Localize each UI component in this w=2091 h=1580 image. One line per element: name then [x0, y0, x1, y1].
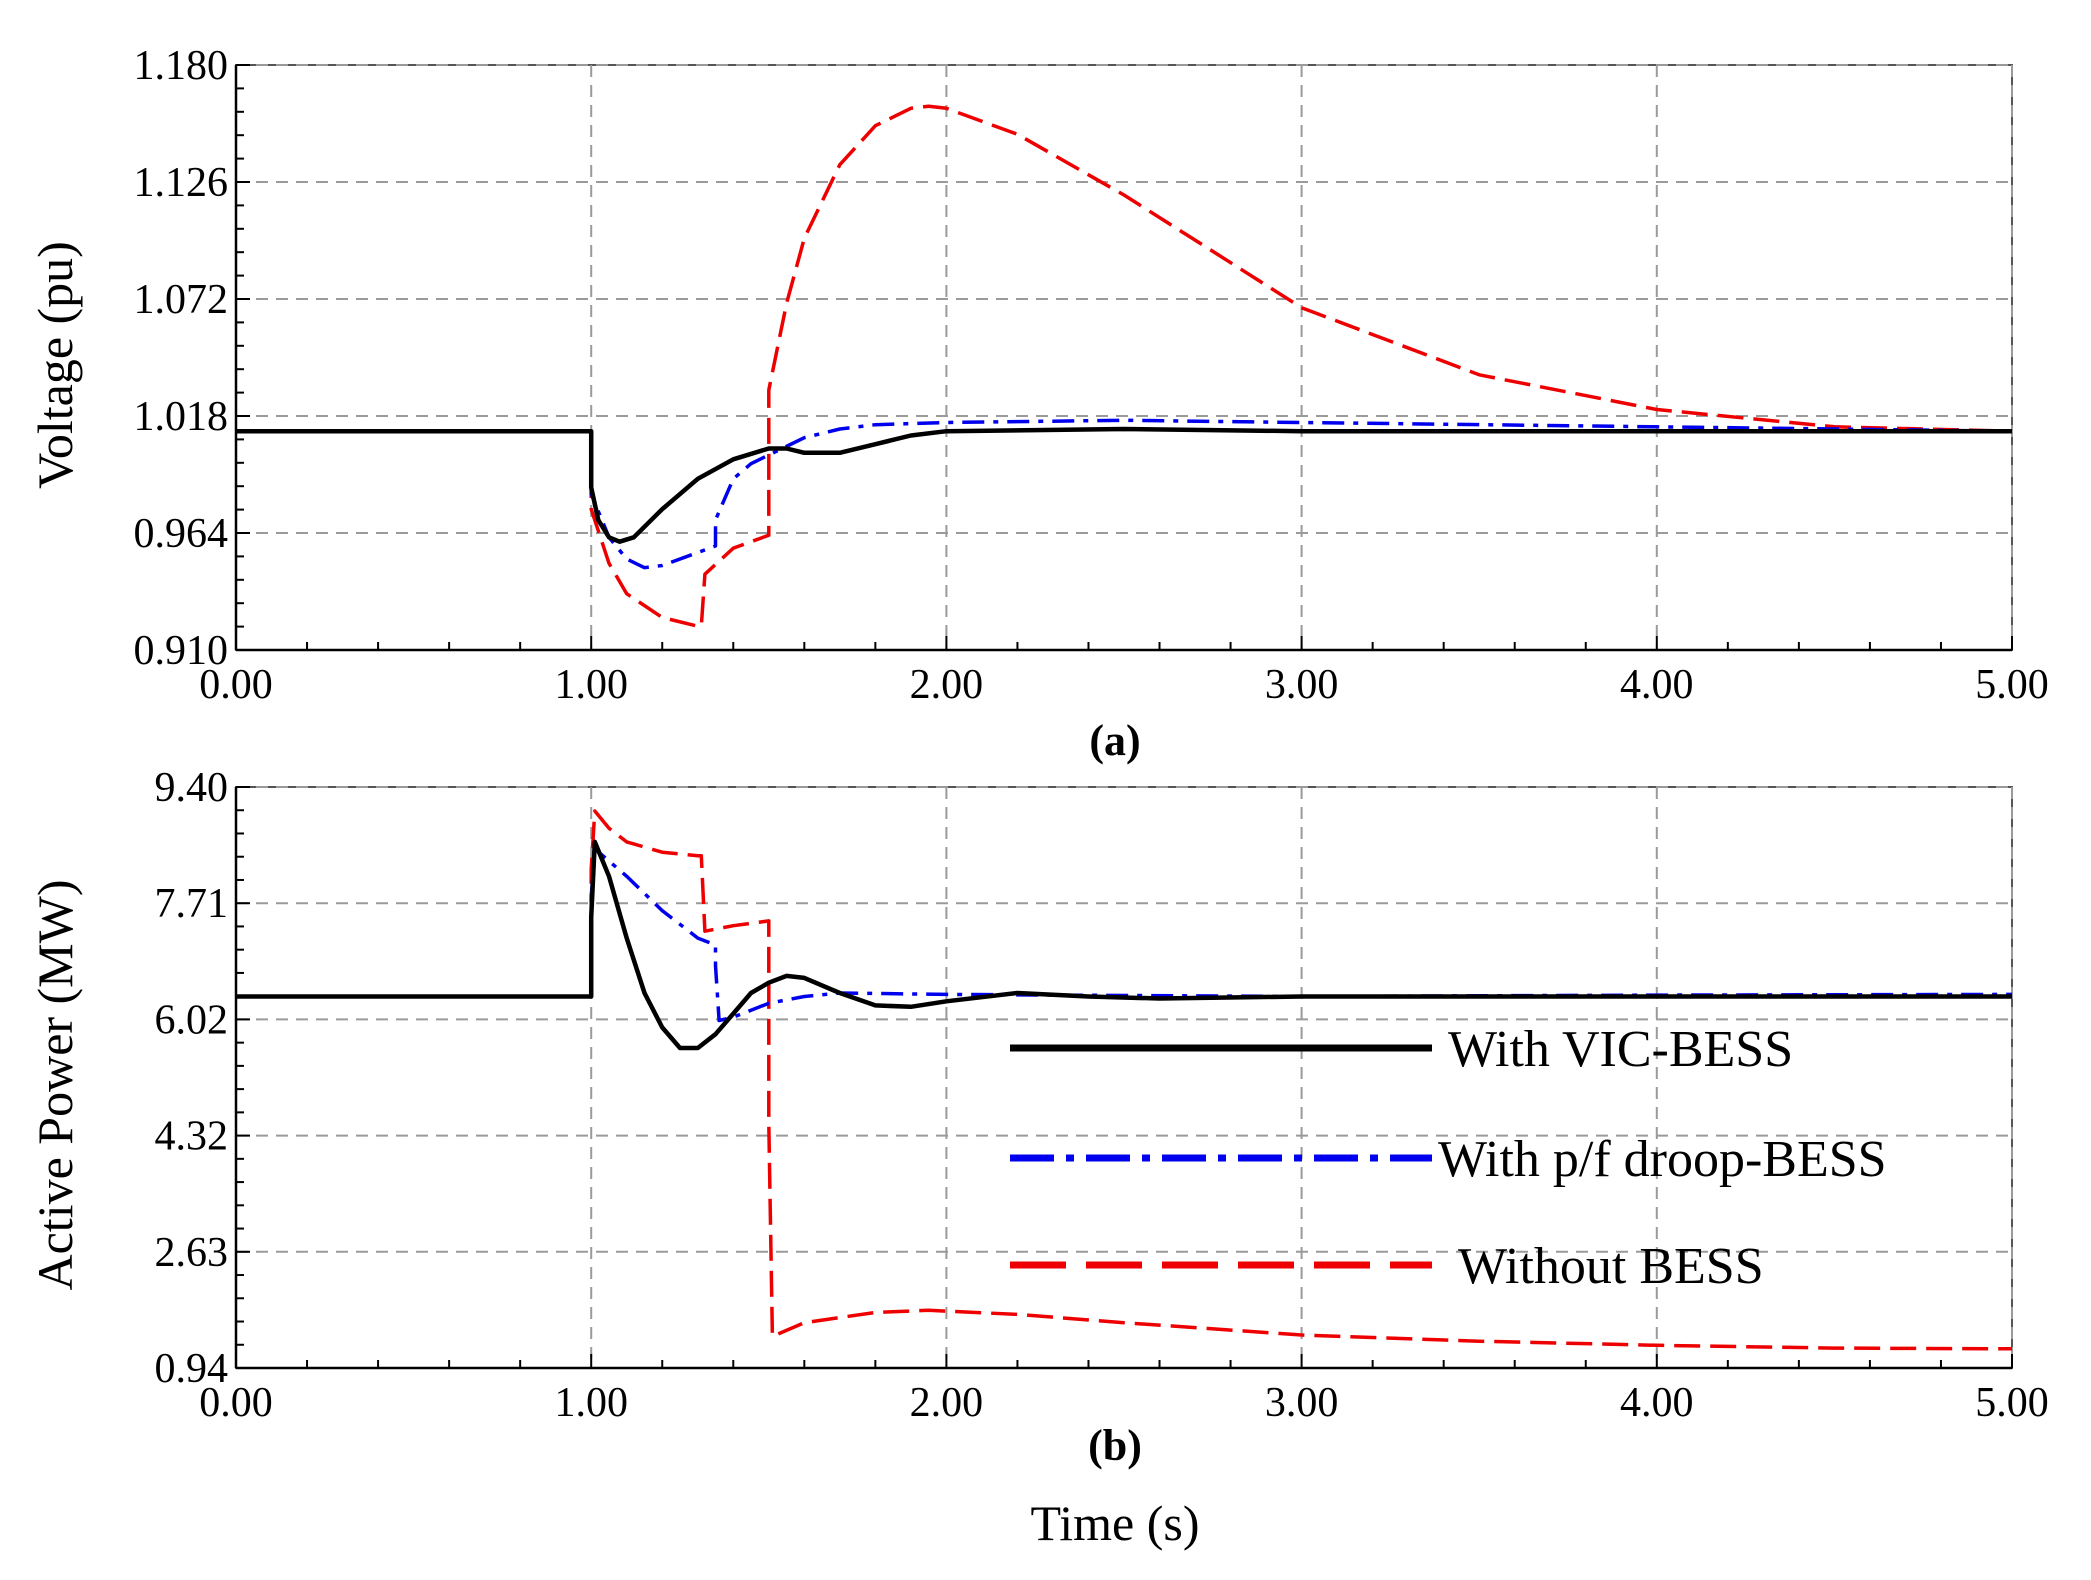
x-tick-label: 5.00 [1975, 1380, 2049, 1426]
plot-area [235, 64, 2013, 651]
y-axis-label-b: Active Power (MW) [27, 880, 83, 1291]
y-tick-label: 1.126 [134, 160, 229, 206]
y-tick-label: 0.964 [134, 511, 229, 557]
legend-label-without: Without BESS [1458, 1238, 1764, 1295]
x-tick-label: 1.00 [554, 662, 628, 708]
y-tick-label: 7.71 [155, 881, 229, 927]
x-tick-label: 4.00 [1620, 662, 1694, 708]
x-tick-label: 1.00 [554, 1380, 628, 1426]
caption-a: (a) [1089, 716, 1140, 765]
y-tick-label: 0.94 [155, 1346, 229, 1392]
legend: With VIC-BESS With p/f droop-BESS Withou… [1010, 1021, 1887, 1295]
legend-label-droop: With p/f droop-BESS [1438, 1131, 1887, 1188]
y-tick-label: 1.180 [134, 43, 229, 89]
x-tick-label: 2.00 [910, 1380, 984, 1426]
series-line-with-p-f-droop-bess [236, 418, 2013, 570]
series-line-without-bess [236, 809, 2013, 1351]
x-tick-label: 3.00 [1265, 662, 1339, 708]
series-line-without-bess [236, 104, 2013, 628]
y-tick-label: 2.63 [155, 1230, 229, 1276]
legend-label-vic: With VIC-BESS [1448, 1021, 1793, 1078]
x-tick-label: 4.00 [1620, 1380, 1694, 1426]
y-tick-label: 0.910 [134, 628, 229, 674]
series-line-with-vic-bess [236, 839, 2012, 1051]
y-tick-label: 1.018 [134, 394, 229, 440]
x-tick-label: 3.00 [1265, 1380, 1339, 1426]
caption-b: (b) [1088, 1421, 1142, 1470]
x-tick-label: 2.00 [910, 662, 984, 708]
x-tick-label: 5.00 [1975, 662, 2049, 708]
x-tick-label: 0.00 [199, 662, 273, 708]
series-line-with-vic-bess [236, 426, 2012, 544]
x-axis-label: Time (s) [1030, 1495, 1199, 1551]
y-tick-label: 9.40 [155, 765, 229, 811]
y-axis-label-a: Voltage (pu) [27, 241, 83, 489]
panel-a: Voltage (pu) (a) 0.00 1.00 2.00 3.00 4.00 5.0… [27, 43, 2049, 765]
x-tick-label: 0.00 [199, 1380, 273, 1426]
panel-b: Active Power (MW) (b) Time (s) 0.00 1.00 2… [27, 765, 2049, 1551]
y-tick-label: 1.072 [134, 277, 229, 323]
y-tick-label: 4.32 [155, 1114, 229, 1160]
y-tick-label: 6.02 [155, 997, 229, 1043]
